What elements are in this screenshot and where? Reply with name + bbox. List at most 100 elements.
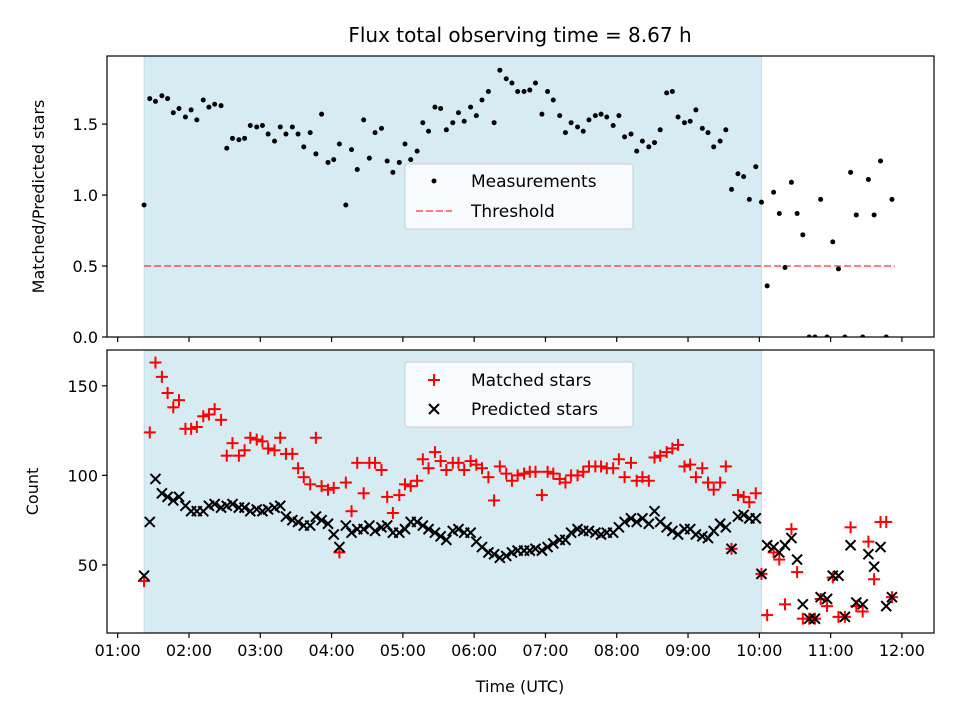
predicted-star-point — [238, 501, 251, 514]
measurement-point — [693, 107, 699, 113]
matched-star-point — [434, 455, 447, 468]
matched-star-point — [357, 487, 370, 500]
matched-star-point — [351, 456, 364, 469]
matched-star-point — [262, 442, 275, 455]
x-tick-label: 04:00 — [309, 641, 355, 660]
measurement-point — [289, 124, 295, 130]
measurement-point — [361, 117, 367, 123]
predicted-star-point — [440, 534, 453, 546]
predicted-star-point — [761, 539, 773, 551]
measurement-point — [800, 232, 806, 238]
measurement-point — [503, 76, 509, 82]
predicted-star-point — [702, 532, 714, 544]
matched-star-point — [393, 489, 406, 502]
matched-star-point — [529, 465, 542, 478]
measurement-point — [408, 157, 414, 163]
measurement-point — [521, 88, 527, 94]
predicted-star-point — [280, 510, 292, 523]
measurement-point — [402, 141, 408, 147]
x-tick-label: 03:00 — [237, 641, 283, 660]
matched-star-point — [297, 471, 310, 484]
measurement-point — [461, 118, 467, 124]
bottom-y-axis-label: Count — [23, 468, 42, 516]
matched-star-point — [547, 467, 560, 480]
top-y-tick-label: 1.5 — [73, 115, 98, 134]
matched-star-point — [577, 465, 590, 478]
measurement-point — [212, 101, 218, 107]
matched-star-point — [493, 460, 506, 473]
measurement-point — [224, 145, 230, 151]
matched-star-point — [541, 465, 554, 478]
matched-star-point — [559, 476, 572, 489]
predicted-star-point — [714, 518, 726, 530]
matched-star-point — [452, 456, 465, 469]
measurement-point — [254, 124, 260, 130]
predicted-star-point — [156, 487, 168, 499]
predicted-star-point — [725, 543, 738, 555]
measurement-point — [378, 125, 384, 131]
predicted-star-point — [369, 525, 381, 537]
x-axis-label: Time (UTC) — [475, 677, 564, 696]
measurement-point — [889, 196, 895, 202]
measurement-point — [438, 106, 444, 112]
predicted-star-point — [167, 494, 180, 507]
predicted-star-point — [720, 521, 732, 534]
predicted-star-point — [690, 528, 702, 541]
predicted-star-point — [643, 518, 655, 530]
matched-star-point — [500, 467, 513, 480]
measurement-point — [652, 140, 658, 146]
measurement-point — [586, 117, 592, 123]
matched-star-point — [719, 460, 732, 473]
matched-star-point — [404, 480, 417, 493]
measurement-point — [664, 90, 670, 96]
matched-star-point — [428, 446, 441, 459]
measurement-point — [634, 148, 640, 154]
matched-star-point — [238, 444, 251, 457]
top-y-ticks: 0.0 0.5 1.0 1.5 — [73, 115, 107, 347]
measurement-point — [604, 114, 610, 120]
measurement-point — [711, 144, 717, 150]
matched-star-point — [440, 464, 453, 477]
measurement-point — [527, 87, 533, 93]
measurement-point — [159, 93, 165, 99]
matched-star-point — [761, 609, 774, 622]
matched-star-point — [386, 506, 399, 519]
predicted-star-point — [755, 568, 768, 580]
measurement-point — [366, 155, 372, 161]
matched-star-point — [399, 478, 412, 491]
measurement-point — [349, 147, 355, 153]
measurement-point — [141, 202, 147, 208]
measurement-point — [878, 158, 884, 164]
matched-star-point — [167, 401, 180, 414]
measurement-point — [272, 138, 278, 144]
predicted-star-point — [821, 593, 833, 605]
predicted-star-point — [814, 591, 827, 603]
measurement-point — [592, 113, 598, 119]
predicted-star-point — [660, 521, 673, 534]
predicted-star-point — [345, 526, 358, 539]
measurement-point — [497, 67, 503, 73]
matched-star-point — [612, 453, 625, 466]
matched-star-point — [518, 467, 531, 480]
measurement-point — [426, 128, 432, 134]
predicted-star-point — [292, 516, 304, 528]
measurement-point — [824, 334, 830, 337]
predicted-star-point — [144, 516, 156, 528]
predicted-star-point — [138, 569, 150, 582]
measurement-point — [176, 106, 182, 112]
predicted-star-point — [737, 509, 750, 521]
top-x-ticks — [117, 337, 903, 342]
bottom-x-ticks: 01:00 02:00 03:00 04:00 05:00 06:00 07:00 08:00… — [95, 633, 925, 660]
predicted-star-point — [434, 530, 447, 542]
measurement-point — [307, 130, 313, 136]
predicted-star-point — [274, 500, 286, 512]
predicted-star-point — [773, 546, 786, 559]
matched-star-point — [625, 456, 638, 469]
measurement-point — [758, 199, 764, 205]
measurement-point — [764, 283, 770, 289]
predicted-star-point — [880, 600, 892, 612]
predicted-star-point — [161, 491, 174, 503]
predicted-star-point — [304, 519, 316, 532]
matched-star-point — [274, 431, 287, 444]
predicted-star-point — [328, 528, 340, 541]
